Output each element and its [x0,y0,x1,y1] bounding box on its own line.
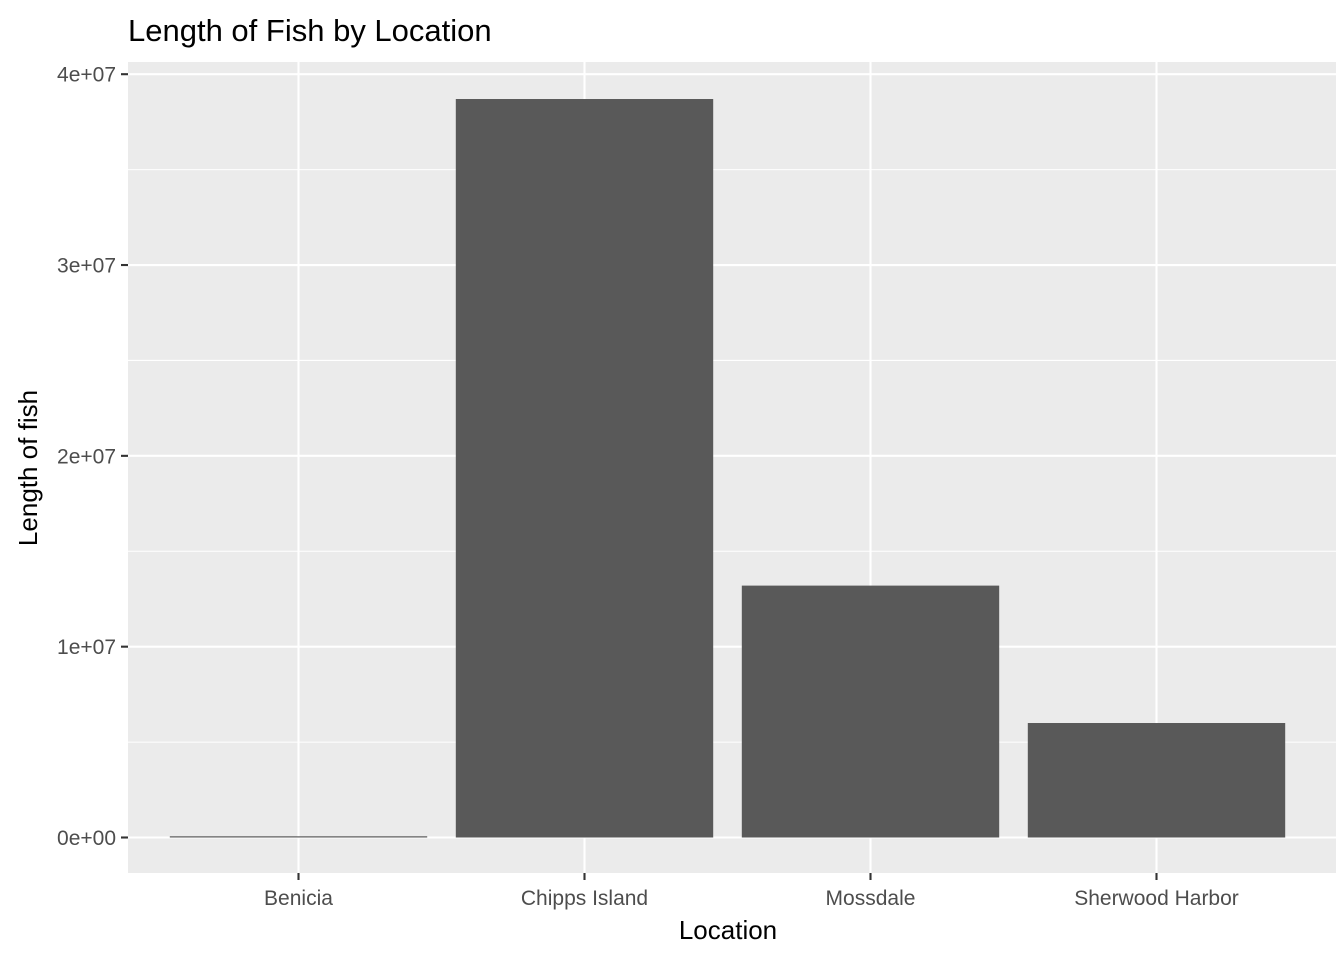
x-axis: Benicia Chipps Island Mossdale Sherwood Har… [264,873,1239,910]
bars [169,99,1286,838]
x-tick-label: Benicia [264,887,333,910]
x-tick-label: Mossdale [826,887,916,910]
chart-title: Length of Fish by Location [128,13,492,48]
y-tick-label: 1e+07 [57,636,116,659]
y-tick-label: 0e+00 [57,827,116,850]
bar-mossdale [741,585,1000,838]
x-tick-label: Chipps Island [521,887,648,910]
x-axis-title: Location [679,915,777,945]
y-tick-label: 4e+07 [57,64,116,87]
y-axis-title: Length of fish [13,390,43,546]
y-axis: 0e+00 1e+07 2e+07 3e+07 4e+07 [57,64,128,850]
bar-sherwood-harbor [1027,723,1286,838]
y-tick-label: 2e+07 [57,445,116,468]
y-tick-label: 3e+07 [57,255,116,278]
x-tick-label: Sherwood Harbor [1074,887,1239,910]
bar-benicia [169,836,428,838]
bar-chipps-island [455,99,714,838]
